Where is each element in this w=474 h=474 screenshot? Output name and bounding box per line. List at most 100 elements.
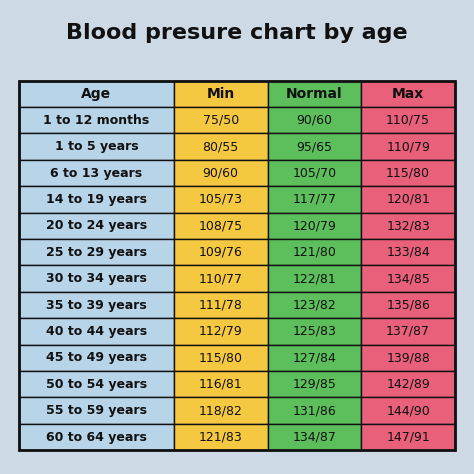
Text: 35 to 39 years: 35 to 39 years [46,299,147,311]
Text: 131/86: 131/86 [292,404,336,417]
Text: 20 to 24 years: 20 to 24 years [46,219,147,232]
Text: Blood presure chart by age: Blood presure chart by age [66,23,408,43]
Text: 134/85: 134/85 [386,272,430,285]
Bar [174,186,267,213]
Bar [267,186,361,213]
Bar [267,107,361,133]
Bar [361,186,455,213]
Text: 6 to 13 years: 6 to 13 years [50,166,142,180]
Bar [19,371,174,398]
Bar [361,213,455,239]
Text: 137/87: 137/87 [386,325,430,338]
Bar [19,265,174,292]
Bar [267,133,361,160]
Text: 95/65: 95/65 [296,140,332,153]
Bar [174,292,267,318]
Text: 115/80: 115/80 [199,351,243,365]
Text: 147/91: 147/91 [386,430,430,444]
Text: 142/89: 142/89 [386,378,430,391]
Bar [174,107,267,133]
Bar [267,345,361,371]
Text: 109/76: 109/76 [199,246,243,259]
Text: 80/55: 80/55 [202,140,239,153]
Text: 25 to 29 years: 25 to 29 years [46,246,147,259]
Bar [361,345,455,371]
Bar [19,107,174,133]
Bar [361,398,455,424]
Bar [19,81,174,107]
Text: 110/79: 110/79 [386,140,430,153]
Text: 110/75: 110/75 [386,114,430,127]
Text: 116/81: 116/81 [199,378,243,391]
Text: 90/60: 90/60 [296,114,332,127]
Text: 60 to 64 years: 60 to 64 years [46,430,147,444]
Text: 30 to 34 years: 30 to 34 years [46,272,147,285]
Bar [174,213,267,239]
Bar [361,424,455,450]
Bar [267,398,361,424]
Bar [267,292,361,318]
Text: 117/77: 117/77 [292,193,337,206]
Bar [267,371,361,398]
Text: 144/90: 144/90 [386,404,430,417]
Bar [267,160,361,186]
Bar [267,213,361,239]
Text: 118/82: 118/82 [199,404,243,417]
Bar [174,371,267,398]
Text: 132/83: 132/83 [386,219,430,232]
Text: 14 to 19 years: 14 to 19 years [46,193,147,206]
Bar [19,133,174,160]
Bar [267,318,361,345]
Text: 133/84: 133/84 [386,246,430,259]
Bar [19,81,455,450]
Bar [19,345,174,371]
Bar [361,292,455,318]
Text: 112/79: 112/79 [199,325,243,338]
Bar [19,160,174,186]
Bar [19,213,174,239]
Bar [174,424,267,450]
Bar [361,160,455,186]
Text: 120/81: 120/81 [386,193,430,206]
Text: 111/78: 111/78 [199,299,243,311]
Text: 129/85: 129/85 [292,378,337,391]
Text: 108/75: 108/75 [199,219,243,232]
Bar [19,239,174,265]
Bar [19,292,174,318]
Text: 1 to 12 months: 1 to 12 months [43,114,149,127]
Bar [19,398,174,424]
Text: Min: Min [207,87,235,101]
Text: 75/50: 75/50 [202,114,239,127]
Text: 105/73: 105/73 [199,193,243,206]
Bar [361,81,455,107]
Bar [361,371,455,398]
Text: Age: Age [82,87,111,101]
Bar [174,398,267,424]
Bar [361,133,455,160]
Text: 40 to 44 years: 40 to 44 years [46,325,147,338]
Text: 115/80: 115/80 [386,166,430,180]
Bar [267,424,361,450]
Bar [19,318,174,345]
Text: 134/87: 134/87 [292,430,337,444]
Text: 120/79: 120/79 [292,219,337,232]
Text: 121/83: 121/83 [199,430,243,444]
Text: 105/70: 105/70 [292,166,337,180]
Bar [19,424,174,450]
Text: 125/83: 125/83 [292,325,337,338]
Text: 45 to 49 years: 45 to 49 years [46,351,147,365]
Bar [174,81,267,107]
Bar [174,239,267,265]
Bar [361,265,455,292]
Bar [361,107,455,133]
Text: 122/81: 122/81 [292,272,336,285]
Bar [19,186,174,213]
Text: Normal: Normal [286,87,343,101]
Bar [174,160,267,186]
Text: 127/84: 127/84 [292,351,337,365]
Text: 55 to 59 years: 55 to 59 years [46,404,147,417]
Text: 135/86: 135/86 [386,299,430,311]
Text: Max: Max [392,87,424,101]
Bar [361,318,455,345]
Bar [174,318,267,345]
